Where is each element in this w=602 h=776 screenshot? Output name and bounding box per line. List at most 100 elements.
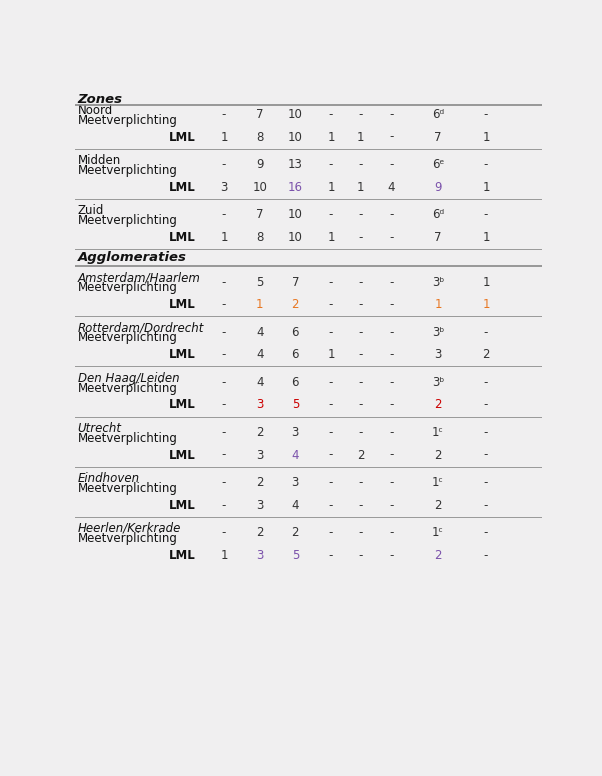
Text: 1: 1 (327, 181, 335, 193)
Text: Zuid: Zuid (78, 203, 104, 217)
Text: 8: 8 (256, 130, 264, 144)
Text: 10: 10 (288, 230, 303, 244)
Text: 5: 5 (291, 549, 299, 562)
Text: 6ᵉ: 6ᵉ (432, 158, 444, 171)
Text: -: - (358, 208, 362, 221)
Text: 3ᵇ: 3ᵇ (432, 326, 444, 339)
Text: -: - (358, 398, 362, 411)
Text: 2: 2 (434, 498, 442, 511)
Text: 3: 3 (256, 398, 264, 411)
Text: -: - (484, 108, 488, 121)
Text: -: - (222, 426, 226, 439)
Text: -: - (389, 376, 394, 389)
Text: 4: 4 (388, 181, 395, 193)
Text: LML: LML (169, 398, 196, 411)
Text: -: - (389, 298, 394, 311)
Text: -: - (484, 498, 488, 511)
Text: 1ᶜ: 1ᶜ (432, 476, 444, 489)
Text: LML: LML (169, 181, 196, 193)
Text: -: - (358, 498, 362, 511)
Text: -: - (222, 326, 226, 339)
Text: 2: 2 (256, 476, 264, 489)
Text: -: - (389, 526, 394, 539)
Text: Meetverplichting: Meetverplichting (78, 164, 178, 177)
Text: 7: 7 (291, 276, 299, 289)
Text: Rotterdam/Dordrecht: Rotterdam/Dordrecht (78, 321, 204, 334)
Text: -: - (329, 376, 333, 389)
Text: 5: 5 (291, 398, 299, 411)
Text: 10: 10 (288, 208, 303, 221)
Text: -: - (358, 158, 362, 171)
Text: 2: 2 (291, 526, 299, 539)
Text: 2: 2 (434, 398, 442, 411)
Text: -: - (222, 498, 226, 511)
Text: -: - (358, 549, 362, 562)
Text: 6ᵈ: 6ᵈ (432, 108, 444, 121)
Text: -: - (389, 426, 394, 439)
Text: 8: 8 (256, 230, 264, 244)
Text: 3ᵇ: 3ᵇ (432, 276, 444, 289)
Text: -: - (329, 276, 333, 289)
Text: -: - (222, 376, 226, 389)
Text: -: - (484, 208, 488, 221)
Text: 4: 4 (256, 376, 264, 389)
Text: -: - (389, 326, 394, 339)
Text: 1: 1 (482, 181, 490, 193)
Text: 3: 3 (291, 426, 299, 439)
Text: 2: 2 (434, 549, 442, 562)
Text: Meetverplichting: Meetverplichting (78, 213, 178, 227)
Text: LML: LML (169, 130, 196, 144)
Text: -: - (222, 526, 226, 539)
Text: 3: 3 (291, 476, 299, 489)
Text: 13: 13 (288, 158, 303, 171)
Text: -: - (222, 276, 226, 289)
Text: -: - (389, 476, 394, 489)
Text: 1: 1 (482, 230, 490, 244)
Text: 7: 7 (434, 130, 442, 144)
Text: 3: 3 (256, 549, 264, 562)
Text: 7: 7 (256, 208, 264, 221)
Text: 2: 2 (291, 298, 299, 311)
Text: Meetverplichting: Meetverplichting (78, 113, 178, 126)
Text: -: - (389, 498, 394, 511)
Text: Heerlen/Kerkrade: Heerlen/Kerkrade (78, 521, 181, 535)
Text: -: - (358, 298, 362, 311)
Text: -: - (358, 348, 362, 362)
Text: 2: 2 (256, 526, 264, 539)
Text: 3ᵇ: 3ᵇ (432, 376, 444, 389)
Text: LML: LML (169, 549, 196, 562)
Text: -: - (329, 108, 333, 121)
Text: 16: 16 (288, 181, 303, 193)
Text: 9: 9 (434, 181, 442, 193)
Text: -: - (389, 398, 394, 411)
Text: -: - (329, 449, 333, 462)
Text: -: - (222, 348, 226, 362)
Text: 4: 4 (291, 449, 299, 462)
Text: -: - (389, 130, 394, 144)
Text: Eindhoven: Eindhoven (78, 472, 140, 485)
Text: -: - (389, 449, 394, 462)
Text: 6: 6 (291, 348, 299, 362)
Text: -: - (484, 476, 488, 489)
Text: -: - (484, 526, 488, 539)
Text: -: - (222, 208, 226, 221)
Text: Meetverplichting: Meetverplichting (78, 282, 178, 294)
Text: -: - (358, 476, 362, 489)
Text: 1: 1 (482, 130, 490, 144)
Text: 1ᶜ: 1ᶜ (432, 426, 444, 439)
Text: 1: 1 (327, 130, 335, 144)
Text: 2: 2 (482, 348, 490, 362)
Text: 2: 2 (357, 449, 364, 462)
Text: LML: LML (169, 230, 196, 244)
Text: -: - (329, 526, 333, 539)
Text: Zones: Zones (78, 93, 123, 106)
Text: -: - (329, 208, 333, 221)
Text: 3: 3 (220, 181, 228, 193)
Text: -: - (329, 426, 333, 439)
Text: Meetverplichting: Meetverplichting (78, 482, 178, 494)
Text: -: - (222, 476, 226, 489)
Text: 10: 10 (288, 130, 303, 144)
Text: -: - (389, 108, 394, 121)
Text: -: - (358, 426, 362, 439)
Text: 1: 1 (357, 130, 364, 144)
